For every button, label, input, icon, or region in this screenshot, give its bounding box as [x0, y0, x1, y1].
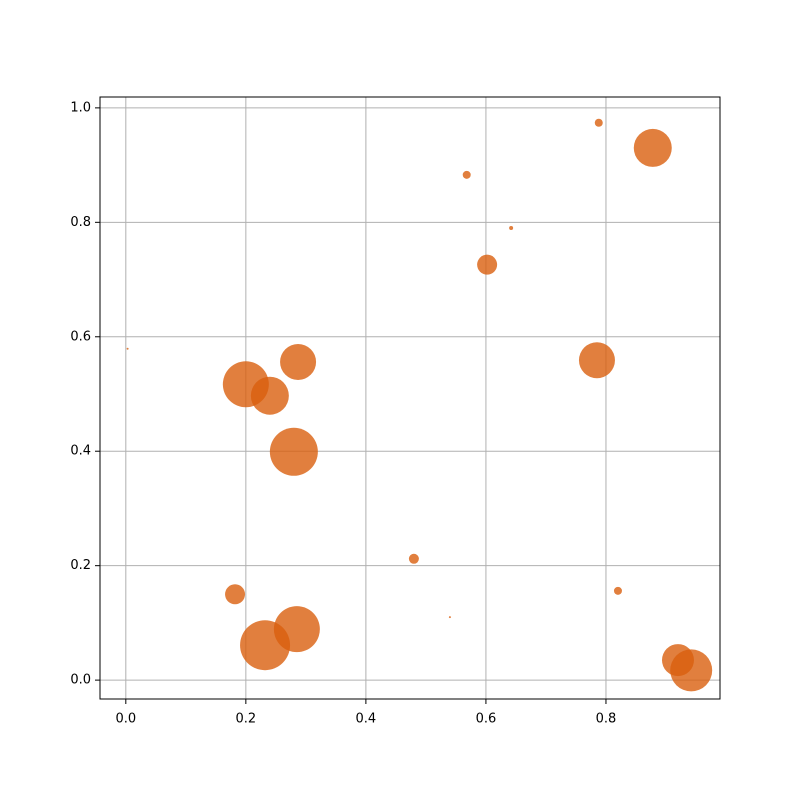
bubble	[670, 649, 713, 692]
plot-frame	[99, 96, 721, 700]
bubble	[126, 347, 129, 350]
bubble	[633, 128, 672, 167]
y-tick-label: 0.8	[70, 215, 91, 230]
bubble	[594, 118, 603, 127]
bubble	[578, 342, 615, 379]
bubble	[225, 584, 246, 605]
x-tick-label: 0.0	[115, 712, 136, 727]
bubble	[280, 343, 317, 380]
y-tick-label: 0.6	[70, 329, 91, 344]
bubble	[269, 427, 318, 476]
bubble	[613, 586, 622, 595]
bubble	[477, 254, 498, 275]
bubble	[462, 170, 471, 179]
x-tick-label: 0.2	[236, 712, 257, 727]
bubble	[448, 616, 451, 619]
x-tick-label: 0.6	[476, 712, 497, 727]
y-tick-label: 0.4	[70, 444, 91, 459]
x-tick-label: 0.4	[356, 712, 377, 727]
bubble	[408, 553, 419, 564]
y-tick-label: 1.0	[70, 100, 91, 115]
x-tick-label: 0.8	[596, 712, 617, 727]
y-tick-label: 0.0	[70, 673, 91, 688]
bubble	[509, 226, 514, 231]
y-tick-label: 0.2	[70, 558, 91, 573]
bubble	[240, 620, 291, 671]
bubble	[250, 376, 289, 415]
